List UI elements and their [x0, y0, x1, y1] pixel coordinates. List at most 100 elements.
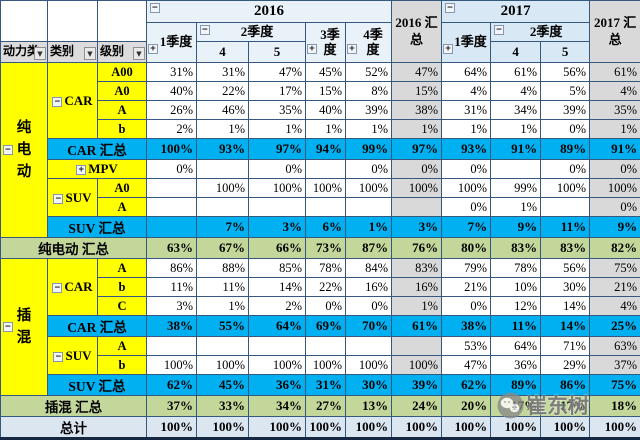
pivot-cell[interactable]: 83% — [491, 238, 541, 259]
pivot-cell[interactable]: 36% — [491, 356, 541, 375]
pivot-cell[interactable] — [306, 160, 346, 179]
pivot-cell[interactable]: 83% — [392, 259, 442, 278]
pivot-cell[interactable]: 1% — [197, 297, 249, 316]
row-label-lvl[interactable]: b — [98, 278, 147, 297]
pivot-cell[interactable]: 1% — [442, 120, 491, 139]
pivot-cell[interactable]: 3% — [147, 297, 197, 316]
pivot-cell[interactable]: 0% — [442, 297, 491, 316]
pivot-cell[interactable]: 100% — [147, 356, 197, 375]
pivot-cell[interactable]: 9% — [590, 217, 640, 238]
pivot-cell[interactable]: 71% — [541, 337, 590, 356]
pivot-cell[interactable]: 7% — [197, 217, 249, 238]
pivot-cell[interactable]: 38% — [147, 316, 197, 337]
pivot-cell[interactable]: 100% — [147, 139, 197, 160]
row-label-lvl[interactable]: A — [98, 259, 147, 278]
pivot-cell[interactable]: 100% — [541, 179, 590, 198]
dropdown-button[interactable]: ▼ — [84, 47, 96, 60]
pivot-cell[interactable]: 1% — [197, 120, 249, 139]
row-label-lvl[interactable]: A00 — [98, 63, 147, 82]
pivot-cell[interactable]: 40% — [306, 101, 346, 120]
pivot-cell[interactable]: 30% — [541, 278, 590, 297]
pivot-cell[interactable]: 85% — [249, 259, 306, 278]
pivot-cell[interactable]: 97% — [249, 139, 306, 160]
pivot-cell[interactable]: 45% — [197, 375, 249, 396]
pivot-cell[interactable]: 100% — [392, 179, 442, 198]
pivot-cell[interactable]: 8% — [346, 82, 392, 101]
pivot-cell[interactable]: 75% — [590, 375, 640, 396]
pivot-cell[interactable]: 79% — [442, 259, 491, 278]
pivot-cell[interactable]: 24% — [392, 396, 442, 417]
pivot-cell[interactable] — [197, 160, 249, 179]
pivot-cell[interactable]: 76% — [392, 238, 442, 259]
pivot-cell[interactable]: 10% — [491, 278, 541, 297]
pivot-cell[interactable]: 0% — [590, 198, 640, 217]
collapse-button[interactable]: − — [200, 25, 210, 35]
collapse-button[interactable]: − — [150, 3, 160, 13]
pivot-cell[interactable]: 100% — [197, 179, 249, 198]
pivot-cell[interactable]: 100% — [392, 356, 442, 375]
pivot-cell[interactable] — [491, 160, 541, 179]
pivot-cell[interactable]: 39% — [346, 101, 392, 120]
collapse-button[interactable]: − — [52, 283, 62, 293]
row-label-cat[interactable]: −SUV — [48, 179, 98, 217]
pivot-cell[interactable]: 97% — [392, 139, 442, 160]
pivot-cell[interactable]: 6% — [306, 217, 346, 238]
pivot-cell[interactable]: 20% — [442, 396, 491, 417]
pivot-cell[interactable]: 0% — [147, 160, 197, 179]
pivot-cell[interactable]: 93% — [197, 139, 249, 160]
pivot-cell[interactable]: 100% — [590, 417, 640, 439]
pivot-cell[interactable]: 18% — [590, 396, 640, 417]
row-label-lvl[interactable]: C — [98, 297, 147, 316]
pivot-cell[interactable]: 0% — [541, 120, 590, 139]
expand-button[interactable]: + — [148, 44, 158, 54]
row-label-lvl[interactable]: A — [98, 198, 147, 217]
pivot-cell[interactable] — [147, 198, 197, 217]
pivot-cell[interactable] — [306, 198, 346, 217]
pivot-cell[interactable]: 100% — [491, 417, 541, 439]
row-label-lvl[interactable]: A0 — [98, 179, 147, 198]
pivot-cell[interactable] — [147, 179, 197, 198]
pivot-cell[interactable]: 16% — [346, 278, 392, 297]
expand-button[interactable]: + — [307, 44, 317, 54]
pivot-cell[interactable]: 11% — [491, 316, 541, 337]
pivot-cell[interactable]: 62% — [442, 375, 491, 396]
row-label-sub[interactable]: CAR 汇总 — [48, 316, 147, 337]
pivot-cell[interactable] — [197, 337, 249, 356]
pivot-cell[interactable]: 100% — [346, 356, 392, 375]
pivot-cell[interactable]: 93% — [442, 139, 491, 160]
pivot-cell[interactable]: 100% — [442, 417, 491, 439]
row-label-power[interactable]: −插混 — [1, 259, 48, 396]
pivot-cell[interactable] — [249, 198, 306, 217]
pivot-cell[interactable]: 89% — [491, 375, 541, 396]
pivot-cell[interactable]: 0% — [346, 297, 392, 316]
pivot-cell[interactable]: 36% — [249, 375, 306, 396]
pivot-cell[interactable]: 64% — [249, 316, 306, 337]
pivot-cell[interactable]: 1% — [346, 120, 392, 139]
pivot-cell[interactable]: 100% — [306, 356, 346, 375]
pivot-cell[interactable]: 1% — [590, 120, 640, 139]
row-label-sub[interactable]: SUV 汇总 — [48, 217, 147, 238]
pivot-cell[interactable]: 12% — [491, 297, 541, 316]
expand-button[interactable]: + — [443, 44, 453, 54]
pivot-cell[interactable]: 53% — [442, 337, 491, 356]
pivot-cell[interactable]: 46% — [197, 101, 249, 120]
pivot-cell[interactable]: 38% — [442, 316, 491, 337]
pivot-cell[interactable]: 17% — [541, 396, 590, 417]
pivot-cell[interactable]: 22% — [306, 278, 346, 297]
pivot-cell[interactable] — [346, 337, 392, 356]
pivot-cell[interactable]: 11% — [197, 278, 249, 297]
collapse-button[interactable]: − — [494, 25, 504, 35]
row-label-power[interactable]: −纯电动 — [1, 63, 48, 238]
pivot-cell[interactable] — [147, 217, 197, 238]
collapse-button[interactable]: − — [53, 352, 63, 362]
pivot-cell[interactable]: 14% — [541, 316, 590, 337]
pivot-cell[interactable]: 64% — [491, 337, 541, 356]
row-label-cat[interactable]: −CAR — [48, 259, 98, 316]
collapse-button[interactable]: − — [3, 145, 13, 155]
collapse-button[interactable]: − — [3, 322, 13, 332]
pivot-cell[interactable]: 0% — [346, 160, 392, 179]
pivot-cell[interactable]: 33% — [197, 396, 249, 417]
pivot-cell[interactable]: 1% — [346, 217, 392, 238]
pivot-cell[interactable] — [541, 198, 590, 217]
pivot-cell[interactable]: 0% — [590, 160, 640, 179]
